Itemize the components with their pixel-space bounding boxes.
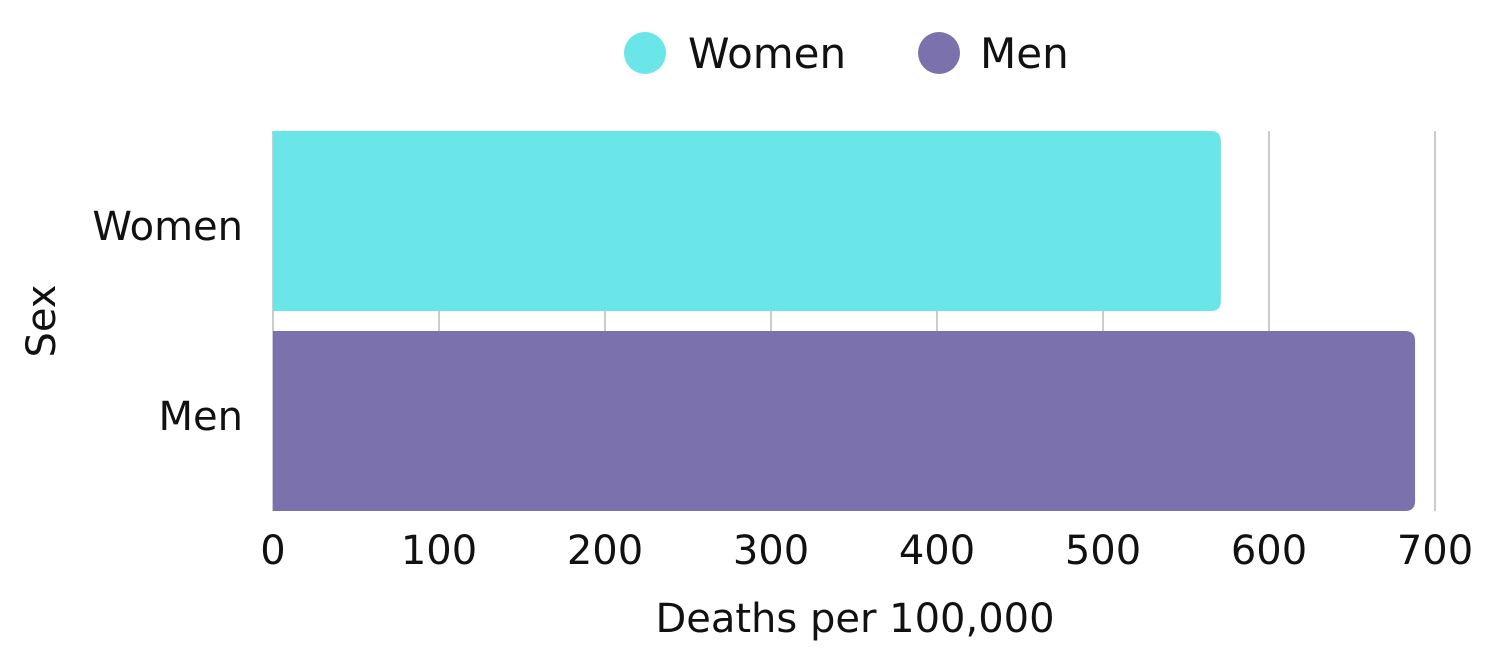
category-label-women: Women	[92, 204, 243, 250]
legend: Women Men	[624, 29, 1069, 78]
x-axis-title: Deaths per 100,000	[655, 596, 1054, 642]
x-tick-label-400: 400	[899, 528, 975, 574]
x-tick-label-100: 100	[401, 528, 477, 574]
legend-label-men: Men	[980, 29, 1069, 78]
legend-swatch-women	[624, 32, 666, 74]
x-tick-label-300: 300	[733, 528, 809, 574]
legend-label-women: Women	[688, 29, 846, 78]
x-tick-label-600: 600	[1231, 528, 1307, 574]
y-axis-categories: Women Men	[92, 204, 243, 440]
category-label-men: Men	[159, 394, 243, 440]
legend-swatch-men	[918, 32, 960, 74]
x-tick-label-0: 0	[260, 528, 285, 574]
y-axis-title: Sex	[19, 285, 65, 358]
bars	[273, 131, 1416, 511]
bar-women	[273, 131, 1221, 311]
x-tick-label-700: 700	[1397, 528, 1473, 574]
x-tick-label-200: 200	[567, 528, 643, 574]
x-tick-label-500: 500	[1065, 528, 1141, 574]
x-axis-ticks: 0 100 200 300 400 500 600 700	[260, 528, 1473, 574]
bar-men	[273, 331, 1416, 511]
